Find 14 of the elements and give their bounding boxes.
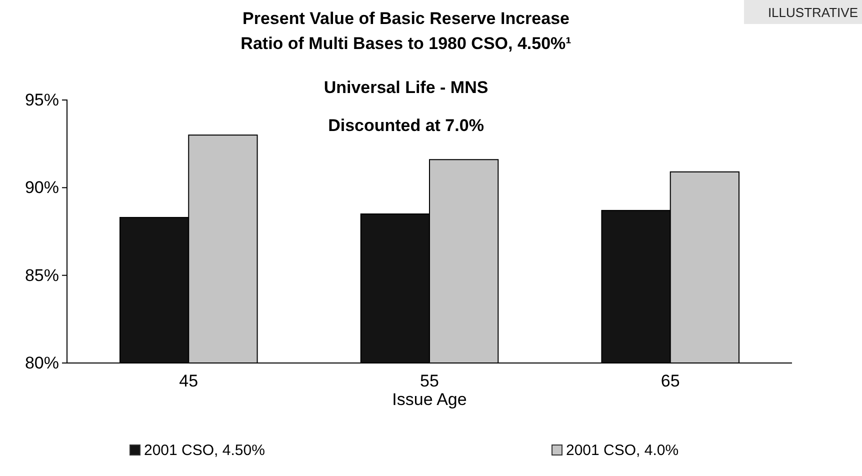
chart-subtitle: Universal Life - MNS bbox=[324, 78, 488, 97]
annotation: Discounted at 7.0% bbox=[328, 116, 484, 135]
legend-label: 2001 CSO, 4.0% bbox=[566, 442, 679, 459]
x-tick-label: 65 bbox=[660, 371, 680, 390]
y-tick-label: 95% bbox=[24, 90, 59, 110]
x-axis-title: Issue Age bbox=[392, 390, 467, 409]
y-tick-label: 85% bbox=[24, 266, 59, 285]
x-tick-label: 45 bbox=[179, 371, 198, 390]
x-tick-label: 55 bbox=[420, 371, 439, 390]
text: ILLUSTRATIVE bbox=[768, 5, 858, 20]
y-tick-label: 90% bbox=[24, 178, 59, 198]
legend-label: 2001 CSO, 4.50% bbox=[144, 442, 265, 459]
y-tick-label: 80% bbox=[24, 353, 59, 372]
chart-title: Present Value of Basic Reserve Increase Ratio of Multi Bases to 1980 CSO, 4.50%¹ bbox=[240, 9, 572, 53]
